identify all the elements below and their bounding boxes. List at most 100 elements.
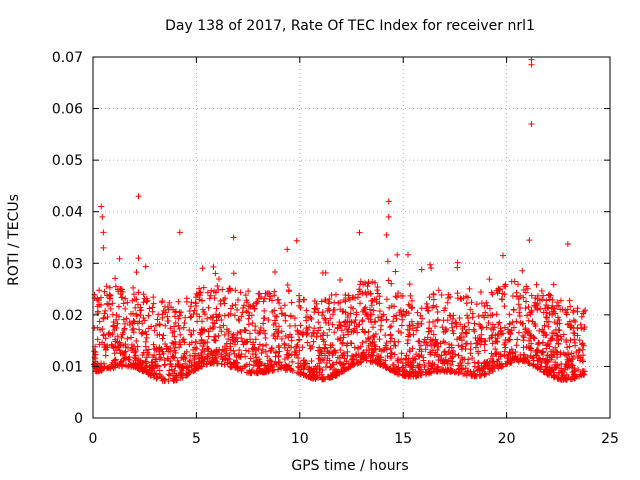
data-point <box>572 318 579 325</box>
data-point <box>346 322 353 329</box>
data-point <box>364 283 371 290</box>
data-point <box>471 320 478 327</box>
data-point <box>122 305 129 312</box>
data-point <box>455 352 462 359</box>
data-point <box>550 330 557 337</box>
data-point <box>581 368 588 375</box>
data-point <box>571 336 578 343</box>
data-point <box>399 364 406 371</box>
data-point <box>477 323 484 330</box>
data-point <box>463 340 470 347</box>
data-point <box>274 366 281 373</box>
data-point <box>542 363 549 370</box>
data-point <box>547 292 554 299</box>
data-point <box>544 357 551 364</box>
data-point <box>470 368 477 375</box>
data-point <box>554 333 561 340</box>
data-point <box>376 293 383 300</box>
data-point <box>135 255 142 262</box>
data-point <box>428 327 435 334</box>
data-point <box>334 324 341 331</box>
data-point <box>188 331 195 338</box>
data-point <box>231 350 238 357</box>
data-point <box>557 351 564 358</box>
data-point <box>520 334 527 341</box>
axis-ticks: 0 0.01 0.02 0.03 0.04 0.05 0.06 0.07 0 5 10 15 20 25 <box>52 50 619 447</box>
data-point <box>342 292 349 299</box>
data-point <box>364 313 371 320</box>
data-point <box>574 325 581 332</box>
data-point <box>537 356 544 363</box>
data-point <box>574 332 581 339</box>
data-point <box>464 360 471 367</box>
data-point <box>388 349 395 356</box>
data-point <box>348 356 355 363</box>
data-point <box>442 325 449 332</box>
data-point <box>230 331 237 338</box>
data-point <box>342 298 349 305</box>
data-point <box>223 345 230 352</box>
data-point <box>131 291 138 298</box>
data-point <box>166 367 173 374</box>
data-point <box>174 357 181 364</box>
data-point <box>405 251 412 258</box>
data-point <box>469 355 476 362</box>
data-point <box>406 302 413 309</box>
data-point <box>337 306 344 313</box>
data-point <box>408 363 415 370</box>
data-point <box>423 369 430 376</box>
data-point <box>525 360 532 367</box>
data-point <box>135 193 142 200</box>
data-point <box>237 365 244 372</box>
data-point <box>429 337 436 344</box>
data-point <box>476 335 483 342</box>
data-point <box>148 359 155 366</box>
data-point <box>369 278 376 285</box>
data-point <box>476 372 483 379</box>
data-point <box>143 354 150 361</box>
data-point <box>227 305 234 312</box>
data-points <box>90 56 589 384</box>
data-point <box>233 334 240 341</box>
data-point <box>252 323 259 330</box>
data-point <box>295 337 302 344</box>
data-point <box>385 277 392 284</box>
data-point <box>464 312 471 319</box>
data-point <box>421 363 428 370</box>
data-point <box>435 343 442 350</box>
x-tick-label: 25 <box>601 431 619 447</box>
data-point <box>109 363 116 370</box>
data-point <box>515 281 522 288</box>
data-point <box>506 336 513 343</box>
data-point <box>200 284 207 291</box>
data-point <box>301 357 308 364</box>
data-point <box>369 297 376 304</box>
data-point <box>446 312 453 319</box>
data-point <box>482 363 489 370</box>
data-point <box>317 347 324 354</box>
data-point <box>140 291 147 298</box>
data-point <box>502 337 509 344</box>
data-point <box>540 355 547 362</box>
data-point <box>390 342 397 349</box>
data-point <box>207 292 214 299</box>
data-point <box>102 307 109 314</box>
data-point <box>245 288 252 295</box>
data-point <box>574 354 581 361</box>
data-point <box>362 289 369 296</box>
data-point <box>399 371 406 378</box>
data-point <box>430 296 437 303</box>
data-point <box>577 371 584 378</box>
data-point <box>342 318 349 325</box>
data-point <box>294 328 301 335</box>
data-point <box>367 290 374 297</box>
data-point <box>329 352 336 359</box>
data-point <box>417 312 424 319</box>
data-point <box>305 373 312 380</box>
data-point <box>543 301 550 308</box>
data-point <box>262 335 269 342</box>
data-point <box>221 312 228 319</box>
data-point <box>133 296 140 303</box>
data-point <box>403 352 410 359</box>
data-point <box>316 360 323 367</box>
